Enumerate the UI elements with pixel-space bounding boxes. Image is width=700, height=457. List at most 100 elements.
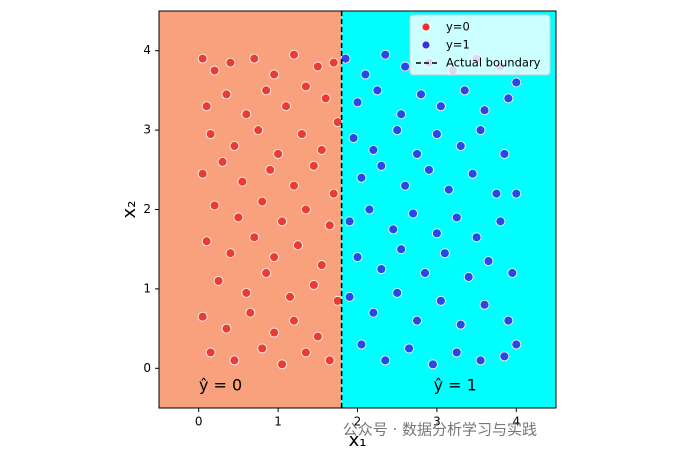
point xyxy=(209,200,220,211)
point xyxy=(225,57,236,68)
point xyxy=(352,252,363,263)
point xyxy=(376,264,387,274)
point xyxy=(400,180,411,191)
point xyxy=(308,280,319,290)
x-axis-label: x₁ xyxy=(349,430,367,451)
point xyxy=(285,291,295,302)
point xyxy=(209,65,220,76)
x-tick-label: 2 xyxy=(354,415,362,429)
legend-box xyxy=(409,14,551,76)
point xyxy=(499,351,510,362)
point xyxy=(324,220,335,231)
point xyxy=(451,212,462,223)
point xyxy=(269,252,280,263)
y-tick-label: 1 xyxy=(143,281,151,295)
point xyxy=(431,129,442,139)
point xyxy=(471,232,482,243)
point xyxy=(475,355,486,366)
point xyxy=(443,184,454,195)
point xyxy=(380,49,391,60)
point xyxy=(201,101,212,112)
point xyxy=(316,260,327,270)
point xyxy=(241,109,252,120)
point xyxy=(257,343,268,354)
point xyxy=(424,164,434,175)
point xyxy=(197,168,208,179)
point xyxy=(332,117,343,128)
point xyxy=(412,149,422,159)
point xyxy=(420,268,430,278)
point xyxy=(412,315,422,326)
point xyxy=(392,125,403,136)
point xyxy=(213,276,224,286)
point xyxy=(511,188,522,199)
y-tick-label: 3 xyxy=(143,123,151,137)
legend-marker xyxy=(421,40,431,50)
point xyxy=(229,141,240,151)
point xyxy=(416,89,426,100)
point xyxy=(281,101,291,112)
point xyxy=(388,224,399,235)
point xyxy=(221,89,232,100)
point xyxy=(408,208,418,219)
point xyxy=(217,156,228,167)
point xyxy=(229,355,240,366)
watermark: 公众号 · 数据分析学习与实践 xyxy=(343,421,537,439)
point xyxy=(293,240,303,251)
point xyxy=(265,164,276,175)
point xyxy=(328,188,339,199)
y-tick-label: 2 xyxy=(143,202,151,216)
point xyxy=(455,141,466,151)
legend-label: y=0 xyxy=(446,20,470,34)
point xyxy=(233,212,244,223)
x-tick-label: 1 xyxy=(274,415,282,429)
point xyxy=(396,244,407,255)
point xyxy=(400,61,411,72)
point xyxy=(439,248,450,259)
region-label: ŷ = 1 xyxy=(434,376,477,395)
point xyxy=(372,85,383,96)
point xyxy=(360,69,371,80)
point xyxy=(428,359,438,370)
point xyxy=(376,160,387,171)
point xyxy=(392,287,403,298)
point xyxy=(249,232,260,243)
point xyxy=(503,93,514,104)
point xyxy=(483,256,494,267)
point xyxy=(495,216,506,227)
point xyxy=(205,347,216,358)
point xyxy=(364,204,375,215)
point xyxy=(475,125,486,136)
point xyxy=(503,315,514,326)
y-axis-label: x₂ xyxy=(119,201,140,219)
point xyxy=(257,196,268,207)
point xyxy=(201,236,212,247)
point xyxy=(300,204,311,215)
point xyxy=(356,339,367,350)
point xyxy=(289,180,299,191)
point xyxy=(332,295,343,306)
point xyxy=(197,53,208,64)
point xyxy=(241,287,252,298)
point xyxy=(237,176,248,187)
point xyxy=(225,248,236,259)
point xyxy=(273,149,284,159)
point xyxy=(297,129,307,139)
point xyxy=(300,81,311,92)
point xyxy=(312,61,323,72)
point xyxy=(289,49,299,60)
point xyxy=(380,355,391,366)
point xyxy=(479,299,490,310)
point xyxy=(261,268,272,278)
point xyxy=(467,168,478,179)
point xyxy=(352,97,363,108)
point xyxy=(431,228,442,239)
point xyxy=(261,85,272,96)
point xyxy=(396,109,407,120)
point xyxy=(348,133,359,143)
point xyxy=(368,307,379,318)
point xyxy=(463,272,474,282)
point xyxy=(249,53,260,64)
legend-marker xyxy=(421,22,431,32)
point xyxy=(328,57,339,68)
